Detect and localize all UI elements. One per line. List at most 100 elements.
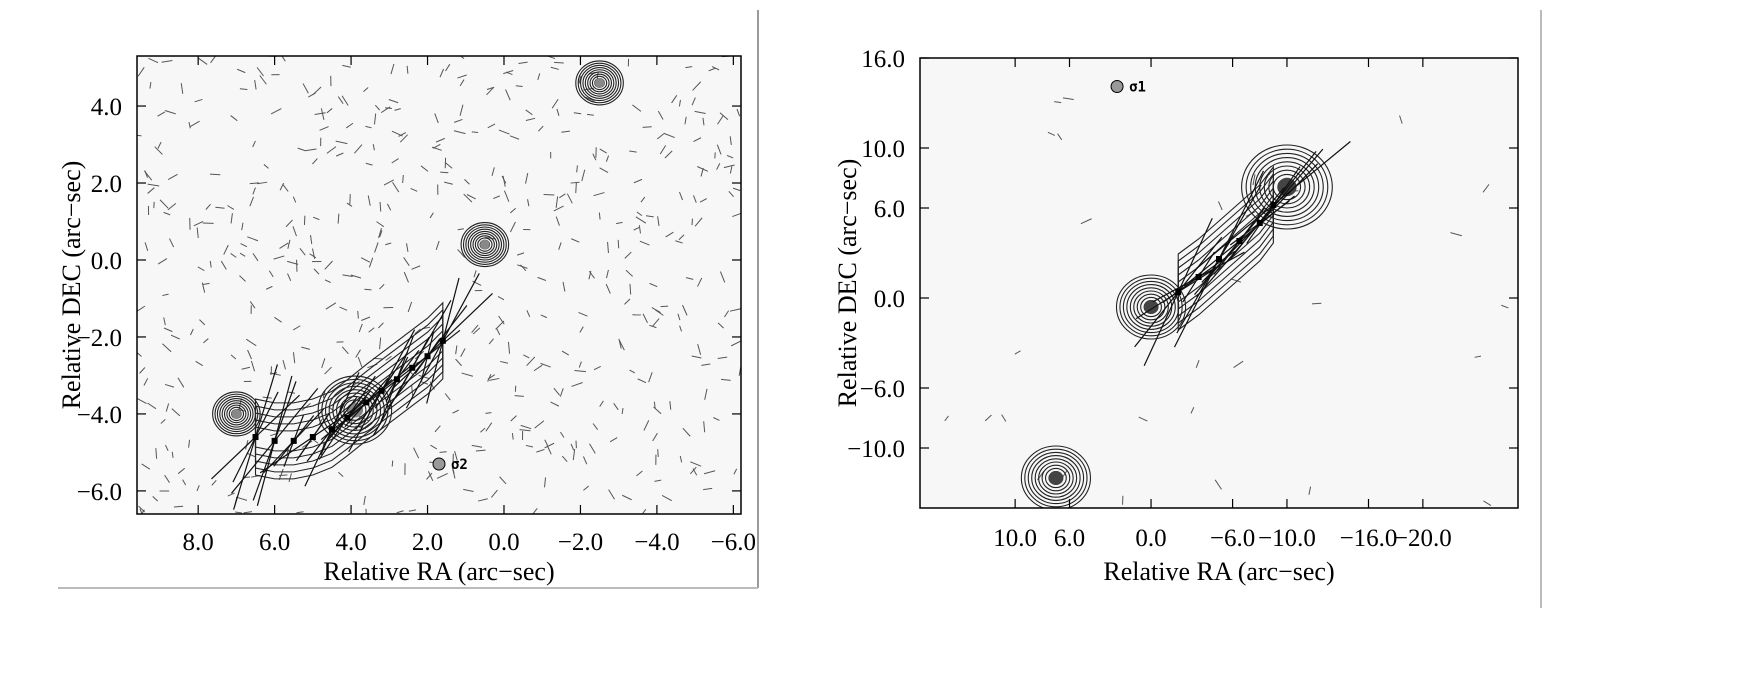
noise-vector — [536, 448, 545, 453]
noise-vector — [444, 162, 453, 169]
noise-vector — [368, 257, 374, 268]
noise-vector — [282, 359, 287, 370]
noise-vector — [361, 316, 371, 321]
knot-marker — [328, 426, 335, 433]
noise-vector — [399, 134, 408, 143]
component-core — [231, 409, 242, 419]
noise-vector — [326, 108, 333, 114]
noise-vector — [383, 179, 394, 186]
noise-vector — [249, 301, 256, 309]
noise-vector — [471, 444, 483, 448]
knot-marker — [1256, 220, 1263, 226]
noise-vector — [177, 467, 186, 475]
noise-vector — [197, 57, 208, 65]
noise-vector — [671, 95, 678, 104]
noise-vector — [538, 125, 544, 132]
noise-vector — [475, 449, 486, 452]
noise-vector — [309, 253, 317, 259]
y-tick-label: 10.0 — [861, 136, 905, 163]
noise-vector — [537, 276, 547, 281]
noise-vector — [629, 369, 636, 374]
noise-vector — [459, 104, 464, 116]
noise-vector — [717, 115, 724, 125]
contour-line — [1136, 293, 1166, 321]
contour-line — [335, 392, 374, 428]
y-axis-title: Relative DEC (arc−sec) — [833, 159, 862, 408]
noise-vector — [533, 364, 543, 372]
knot-marker — [424, 353, 431, 360]
noise-vector — [586, 113, 594, 116]
noise-vector — [678, 234, 685, 241]
noise-vector — [551, 98, 559, 109]
noise-vector — [414, 328, 421, 335]
x-tick-label: 4.0 — [335, 529, 366, 556]
beam-marker — [1110, 80, 1124, 93]
noise-vector — [444, 181, 453, 185]
noise-vector — [379, 337, 382, 350]
x-axis-title: Relative RA (arc−sec) — [323, 557, 554, 586]
contour-line — [587, 71, 612, 95]
noise-vector — [624, 251, 632, 259]
noise-vector — [252, 187, 256, 195]
noise-vector — [554, 61, 564, 64]
noise-vector — [154, 146, 163, 155]
noise-vector — [648, 372, 653, 383]
noise-vector — [1482, 184, 1490, 193]
noise-vector — [139, 508, 143, 514]
noise-vector — [426, 472, 433, 480]
noise-vector — [270, 108, 282, 115]
noise-vector — [717, 322, 724, 329]
noise-vector — [211, 479, 217, 486]
contour-line — [584, 69, 615, 97]
noise-vector — [518, 61, 528, 64]
noise-vector — [1057, 133, 1063, 141]
plot-frame — [136, 55, 742, 515]
noise-vector — [162, 293, 169, 297]
noise-vector — [418, 374, 430, 380]
component-core — [1144, 299, 1159, 315]
noise-vector — [455, 345, 458, 355]
x-tick-label: 10.0 — [993, 525, 1037, 552]
noise-vector — [509, 135, 520, 140]
noise-vector — [532, 508, 538, 514]
noise-vector — [576, 165, 578, 173]
noise-vector — [523, 354, 530, 359]
noise-vector — [296, 511, 304, 514]
noise-vector — [624, 298, 631, 305]
x-tick-label: −4.0 — [634, 529, 679, 556]
contour-line — [1115, 274, 1187, 340]
noise-vector — [464, 178, 470, 185]
noise-vector — [625, 269, 634, 277]
noise-vector — [230, 213, 233, 224]
noise-vector — [1501, 304, 1509, 309]
noise-vector — [411, 265, 421, 270]
x-tick-label: 6.0 — [1054, 525, 1085, 552]
contour-line — [1031, 455, 1081, 501]
noise-vector — [252, 253, 259, 262]
noise-vector — [245, 338, 257, 347]
noise-vector — [1483, 500, 1492, 506]
noise-vector — [188, 439, 191, 448]
y-tick-label: −6.0 — [860, 376, 905, 403]
noise-vector — [570, 181, 580, 184]
noise-vector — [160, 418, 166, 424]
noise-vector — [472, 327, 481, 335]
noise-vector — [618, 338, 622, 349]
noise-vector — [685, 66, 693, 69]
noise-vector — [391, 158, 399, 164]
noise-vector — [278, 474, 288, 477]
noise-vector — [678, 99, 681, 107]
noise-vector — [188, 121, 191, 129]
noise-vector — [324, 366, 332, 375]
noise-vector — [632, 104, 642, 112]
x-tick-label: −6.0 — [711, 529, 756, 556]
noise-vector — [593, 192, 605, 197]
noise-vector — [259, 75, 267, 85]
noise-vector — [1233, 360, 1244, 368]
noise-vector — [162, 343, 172, 353]
noise-vector — [616, 221, 623, 225]
noise-vector — [640, 196, 646, 203]
noise-vector — [413, 447, 420, 459]
noise-vector — [163, 211, 171, 216]
